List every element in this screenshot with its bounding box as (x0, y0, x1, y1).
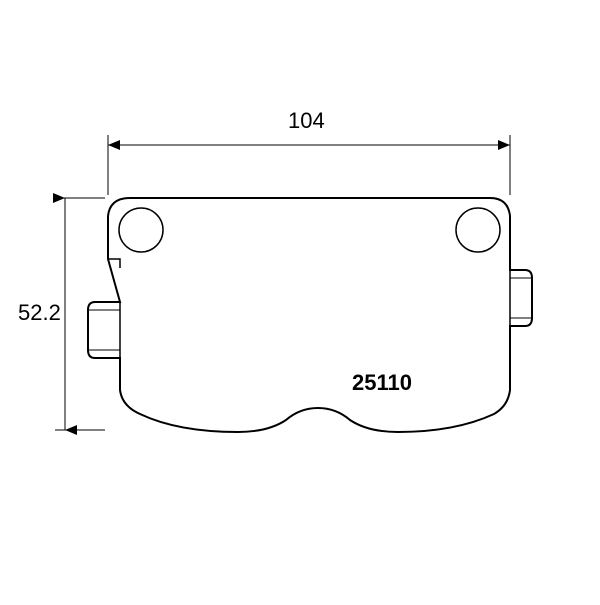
height-dimension (55, 198, 105, 430)
brake-pad-outline (88, 198, 532, 432)
width-label: 104 (288, 108, 325, 134)
technical-drawing: 104 52.2 25110 (0, 0, 600, 600)
drawing-svg (0, 0, 600, 600)
width-dimension (108, 135, 510, 195)
height-label: 52.2 (18, 300, 61, 326)
part-number-label: 25110 (352, 370, 412, 396)
